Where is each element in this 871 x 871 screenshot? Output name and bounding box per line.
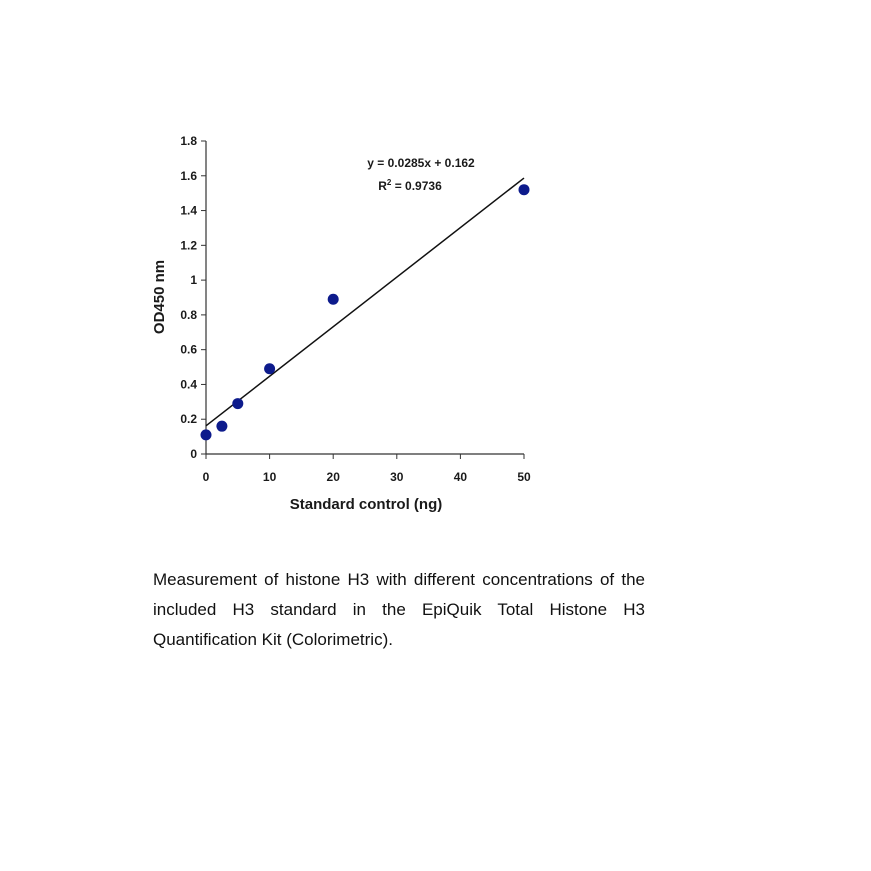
trendline bbox=[205, 177, 525, 427]
r-squared-r: R bbox=[378, 179, 387, 193]
x-tick-label: 10 bbox=[263, 470, 277, 484]
x-tick-label: 50 bbox=[517, 470, 531, 484]
data-point bbox=[327, 293, 339, 305]
y-tick-label: 0.2 bbox=[180, 412, 197, 426]
y-tick-label: 0 bbox=[190, 447, 197, 461]
y-axis-title: OD450 nm bbox=[151, 260, 168, 334]
trendline-equation: y = 0.0285x + 0.162 bbox=[367, 156, 475, 170]
y-tick-label: 1.2 bbox=[180, 238, 197, 252]
x-tick-label: 30 bbox=[390, 470, 404, 484]
data-point bbox=[518, 184, 530, 196]
y-tick-label: 1.4 bbox=[180, 204, 197, 218]
x-tick-label: 40 bbox=[454, 470, 468, 484]
x-axis-title: Standard control (ng) bbox=[290, 496, 443, 513]
scatter-chart: 0 0.2 0.4 0.6 0.8 1 1.2 1.4 1.6 1.8 0 10 20 30 40 50 y… bbox=[151, 134, 531, 513]
data-points bbox=[200, 184, 530, 441]
data-point bbox=[216, 420, 228, 432]
figure-caption: Measurement of histone H3 with different… bbox=[153, 570, 645, 649]
x-axis-ticks: 0 10 20 30 40 50 bbox=[203, 454, 531, 484]
y-tick-label: 1.6 bbox=[180, 169, 197, 183]
r-squared-label: R2 = 0.9736 bbox=[378, 178, 442, 193]
r-squared-value: = 0.9736 bbox=[391, 179, 442, 193]
r-squared-superscript: 2 bbox=[387, 178, 392, 187]
data-point bbox=[200, 429, 212, 441]
y-tick-label: 1 bbox=[190, 273, 197, 287]
y-tick-label: 0.8 bbox=[180, 308, 197, 322]
data-point bbox=[264, 363, 276, 375]
y-tick-label: 1.8 bbox=[180, 134, 197, 148]
y-tick-label: 0.4 bbox=[180, 377, 197, 391]
y-tick-label: 0.6 bbox=[180, 343, 197, 357]
x-tick-label: 20 bbox=[327, 470, 341, 484]
data-point bbox=[232, 398, 244, 410]
y-axis-ticks: 0 0.2 0.4 0.6 0.8 1 1.2 1.4 1.6 1.8 bbox=[180, 134, 206, 461]
x-tick-label: 0 bbox=[203, 470, 210, 484]
